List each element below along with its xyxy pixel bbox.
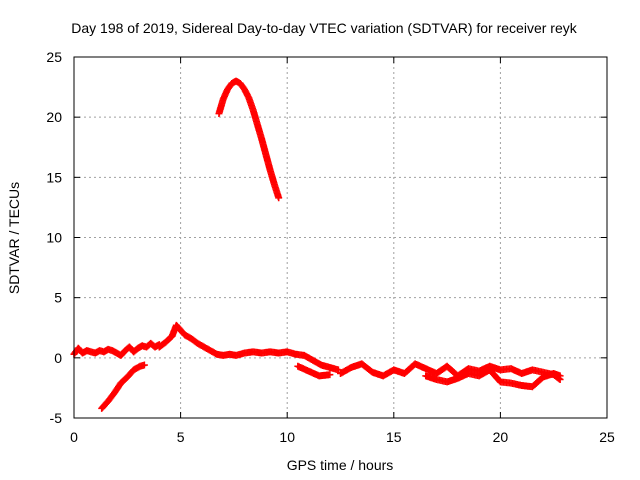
data-point	[326, 371, 334, 379]
grid-layer	[74, 57, 607, 418]
y-tick-label: 20	[46, 109, 62, 125]
data-point	[140, 361, 148, 369]
x-tick-label: 15	[386, 429, 402, 445]
x-axis-label: GPS time / hours	[287, 457, 394, 473]
series-arc-dip-negative	[294, 362, 334, 380]
series-arc-peak	[215, 77, 283, 202]
series-arc-late-lower	[422, 366, 564, 391]
chart-title: Day 198 of 2019, Sidereal Day-to-day VTE…	[71, 20, 577, 36]
y-tick-label: 25	[46, 49, 62, 65]
tick-layer: 0 5 10 15 20 25 -5 0 5 10 15 20 25	[46, 49, 615, 445]
series-arc-early-near-zero	[70, 339, 163, 359]
data-point	[556, 372, 564, 380]
y-axis-label: SDTVAR / TECUs	[6, 182, 22, 294]
x-tick-label: 5	[177, 429, 185, 445]
x-tick-label: 0	[70, 429, 78, 445]
y-tick-label: 5	[54, 290, 62, 306]
y-tick-label: 10	[46, 230, 62, 246]
x-tick-label: 20	[493, 429, 509, 445]
data-point	[275, 194, 283, 202]
series-layer	[70, 77, 564, 412]
y-tick-label: -5	[50, 410, 63, 426]
y-tick-label: 0	[54, 350, 62, 366]
y-tick-label: 15	[46, 169, 62, 185]
series-arc-rising-negative	[98, 361, 148, 412]
x-tick-label: 25	[599, 429, 615, 445]
series-arc-midday-bump	[155, 321, 342, 374]
x-tick-label: 10	[279, 429, 295, 445]
